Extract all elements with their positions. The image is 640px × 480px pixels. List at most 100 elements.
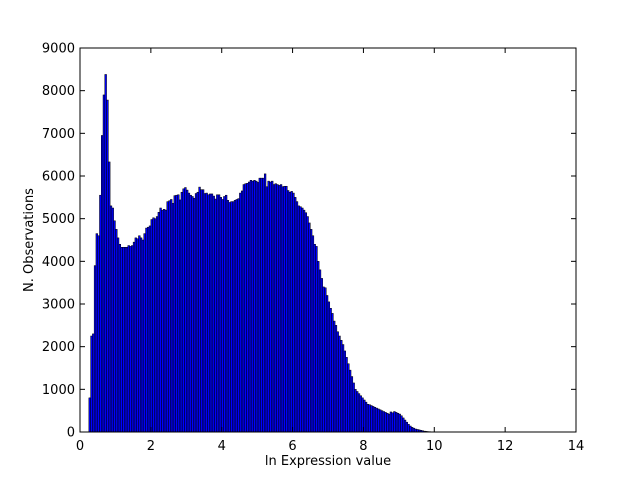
- x-tick-label: 10: [426, 439, 443, 454]
- histogram-bar: [398, 413, 401, 433]
- y-axis-ticks: 0 1000 2000 3000 4000 5000 6000 7000 8000 9000: [42, 42, 576, 441]
- histogram-bar: [356, 391, 359, 433]
- histogram-bar: [175, 194, 178, 433]
- histogram-bar: [290, 191, 293, 433]
- histogram-bar: [278, 185, 281, 433]
- histogram-bar: [88, 397, 91, 433]
- histogram-bar: [111, 207, 114, 433]
- histogram-bar: [97, 235, 100, 433]
- histogram-bar: [412, 427, 416, 433]
- histogram-bar: [315, 246, 318, 433]
- histogram-bar: [279, 184, 283, 433]
- histogram-bar: [310, 229, 313, 433]
- histogram-bar: [382, 411, 385, 433]
- x-axis-label: ln Expression value: [265, 454, 391, 469]
- histogram-bar: [95, 233, 98, 433]
- y-tick-label: 0: [67, 426, 75, 441]
- histogram-bar: [331, 313, 334, 433]
- histogram-bar: [173, 195, 176, 433]
- histogram-bar: [288, 191, 292, 433]
- histogram-bar: [102, 94, 106, 433]
- histogram-bar: [393, 411, 396, 433]
- histogram-bar: [274, 183, 277, 433]
- histogram-bar: [347, 363, 350, 433]
- histogram-bar: [246, 183, 249, 433]
- histogram-bar: [244, 183, 247, 433]
- histogram-bar: [235, 199, 238, 433]
- histogram-bar: [269, 181, 272, 433]
- histogram-bar: [115, 229, 118, 433]
- y-tick-label: 1000: [42, 383, 75, 398]
- histogram-bar: [187, 192, 191, 433]
- histogram-bar: [366, 404, 369, 433]
- histogram-bar: [106, 99, 109, 433]
- histogram-bar: [157, 212, 160, 433]
- histogram-bar: [164, 209, 168, 433]
- histogram-bar: [341, 344, 345, 433]
- histogram-bar: [92, 333, 95, 433]
- histogram-bar: [357, 393, 361, 433]
- histogram-bar: [228, 202, 231, 433]
- histogram-bar: [260, 177, 263, 433]
- histogram-bar: [225, 194, 228, 433]
- histogram-bar: [364, 401, 368, 433]
- histogram-bar: [131, 245, 134, 433]
- histogram-bar: [203, 193, 207, 433]
- histogram-bar: [299, 206, 302, 433]
- histogram-bar: [333, 320, 336, 433]
- histogram-bar: [409, 425, 412, 433]
- histogram-bar: [200, 189, 203, 433]
- histogram-bar: [306, 216, 309, 433]
- histogram-bar: [113, 220, 116, 433]
- histogram-bar: [272, 184, 276, 433]
- histogram-bar: [295, 201, 299, 433]
- histogram-bar: [194, 193, 198, 433]
- histogram-bar: [248, 181, 251, 433]
- histogram-bar: [212, 195, 215, 433]
- histogram-bar: [317, 261, 320, 433]
- histogram-bar: [324, 287, 327, 433]
- histogram-bar: [226, 200, 230, 433]
- histogram-bar: [124, 247, 127, 433]
- histogram-bar: [285, 185, 288, 433]
- histogram-bar: [138, 235, 141, 433]
- histogram-bar: [148, 225, 152, 433]
- histogram-bar: [233, 200, 237, 433]
- histogram-bar: [116, 237, 120, 433]
- histogram-bar: [129, 246, 132, 433]
- histogram-bar: [361, 397, 364, 433]
- histogram-bar: [125, 247, 129, 433]
- histogram-bar: [334, 325, 338, 433]
- histogram-bar: [221, 199, 224, 433]
- histogram-bar: [242, 184, 245, 433]
- histogram-bar: [292, 192, 295, 433]
- x-tick-label: 14: [568, 439, 585, 454]
- histogram-bar: [232, 201, 235, 433]
- histogram-bar: [217, 194, 221, 433]
- histogram-bar: [396, 412, 400, 433]
- histogram-bar: [403, 419, 407, 433]
- histogram-bar: [373, 407, 377, 433]
- histogram-bar: [154, 218, 157, 433]
- histogram-bar: [170, 199, 173, 433]
- histogram-bar: [336, 331, 339, 433]
- histogram-bar: [237, 198, 240, 433]
- histogram-bar: [99, 194, 102, 433]
- histogram-bar: [255, 180, 258, 433]
- histogram-bar: [166, 201, 169, 433]
- histogram-bar: [161, 209, 164, 433]
- histogram-bar: [349, 369, 352, 433]
- histogram-bar: [196, 191, 199, 433]
- histogram-bar: [127, 245, 130, 433]
- histogram-bar: [186, 189, 189, 433]
- histogram-bar: [276, 184, 279, 433]
- histogram-bar: [178, 199, 182, 433]
- y-tick-label: 3000: [42, 298, 75, 313]
- histogram-bar: [308, 222, 311, 433]
- histogram-bar: [267, 180, 270, 433]
- histogram-bar: [145, 227, 148, 433]
- histogram-bar: [263, 173, 267, 433]
- histogram-bar: [384, 412, 387, 433]
- histogram-bar: [407, 424, 410, 433]
